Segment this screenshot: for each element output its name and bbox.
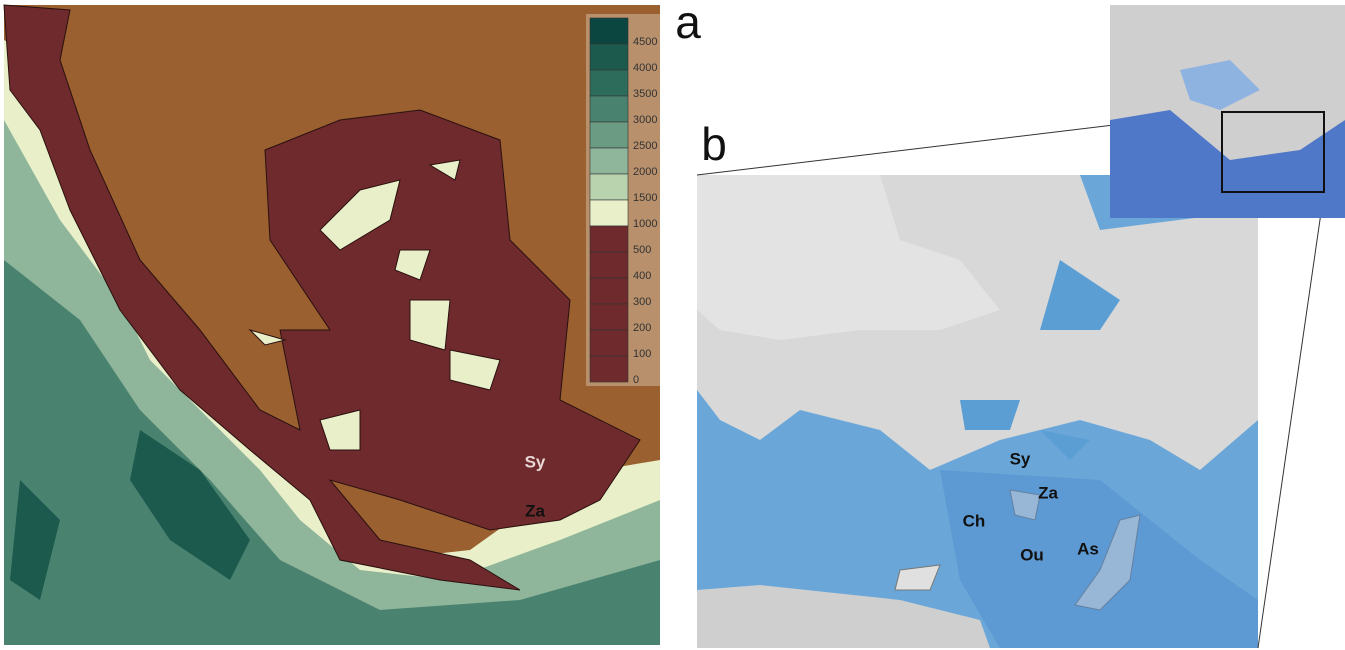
legend-swatch	[590, 44, 628, 70]
legend-swatch	[590, 148, 628, 174]
legend-label: 500	[633, 244, 651, 256]
legend-label: 3000	[633, 114, 657, 126]
legend-label: 4000	[633, 62, 657, 74]
legend-swatch	[590, 252, 628, 278]
legend-label: 0	[633, 374, 639, 386]
place-label: Za	[1038, 483, 1058, 502]
legend-label: 300	[633, 296, 651, 308]
legend-swatch	[590, 174, 628, 200]
legend-swatch	[590, 356, 628, 382]
place-label: Za	[525, 501, 545, 520]
legend-label: 1500	[633, 192, 657, 204]
place-label: Sy	[1010, 449, 1031, 468]
legend-label: 400	[633, 270, 651, 282]
figure: 4500400035003000250020001500100050040030…	[0, 0, 1345, 650]
panel-letter: b	[701, 118, 727, 170]
legend-label: 1000	[633, 218, 657, 230]
legend: 4500400035003000250020001500100050040030…	[586, 14, 660, 386]
place-label: As	[1077, 539, 1099, 558]
legend-swatch	[590, 70, 628, 96]
place-label: Sy	[525, 452, 546, 471]
legend-swatch	[590, 122, 628, 148]
legend-swatch	[590, 278, 628, 304]
legend-label: 4500	[633, 36, 657, 48]
legend-swatch	[590, 18, 628, 44]
legend-swatch	[590, 200, 628, 226]
map-a	[1110, 5, 1345, 218]
legend-label: 2500	[633, 140, 657, 152]
place-label: Ou	[1020, 545, 1044, 564]
legend-swatch	[590, 96, 628, 122]
panel-letter: a	[675, 0, 701, 48]
legend-label: 200	[633, 322, 651, 334]
legend-swatch	[590, 226, 628, 252]
legend-swatch	[590, 304, 628, 330]
legend-label: 100	[633, 348, 651, 360]
connector	[1258, 192, 1324, 648]
map-b: Sy Za Ch Ou As	[697, 175, 1258, 648]
legend-label: 2000	[633, 166, 657, 178]
place-label: Ch	[963, 511, 986, 530]
legend-label: 3500	[633, 88, 657, 100]
legend-swatch	[590, 330, 628, 356]
left-map: 4500400035003000250020001500100050040030…	[4, 5, 660, 645]
